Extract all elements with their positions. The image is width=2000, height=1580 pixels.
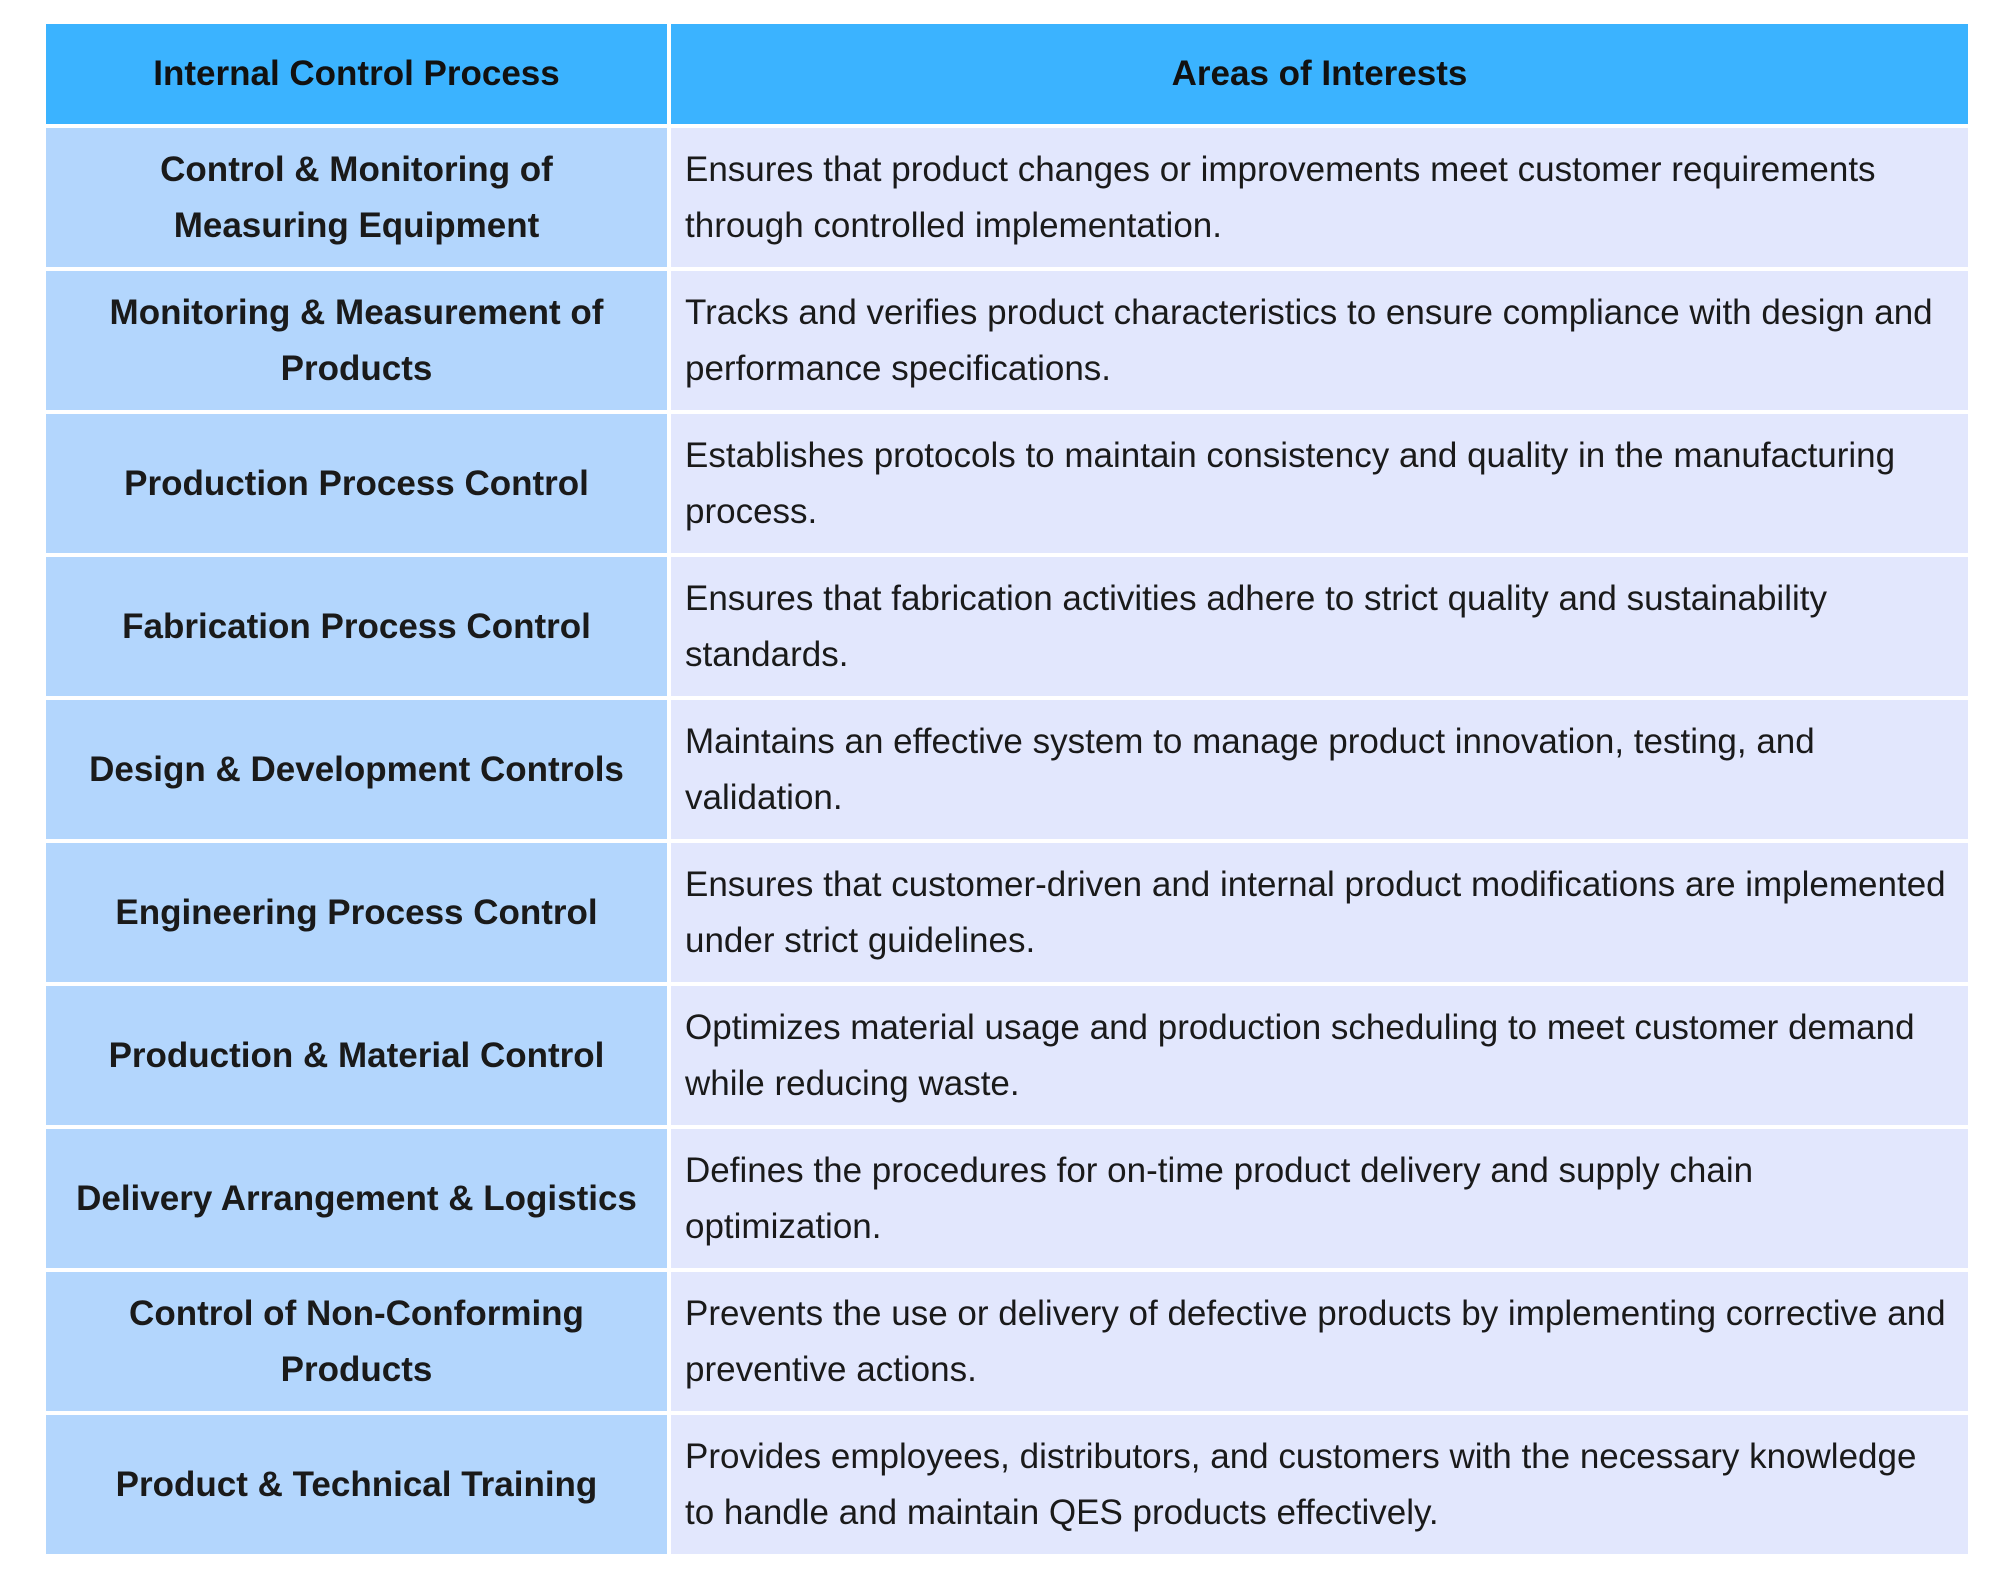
process-cell: Control of Non-Conforming Products bbox=[42, 1268, 671, 1415]
table-row: Product & Technical Training Provides em… bbox=[42, 1411, 1972, 1558]
table-row: Production Process Control Establishes p… bbox=[42, 410, 1972, 557]
process-cell: Monitoring & Measurement of Products bbox=[42, 267, 671, 414]
area-cell: Maintains an effective system to manage … bbox=[667, 696, 1972, 843]
table-row: Delivery Arrangement & Logistics Defines… bbox=[42, 1125, 1972, 1272]
process-cell: Product & Technical Training bbox=[42, 1411, 671, 1558]
area-cell: Ensures that customer-driven and interna… bbox=[667, 839, 1972, 986]
process-cell: Control & Monitoring of Measuring Equipm… bbox=[42, 124, 671, 271]
table-row: Control of Non-Conforming Products Preve… bbox=[42, 1268, 1972, 1415]
table-row: Fabrication Process Control Ensures that… bbox=[42, 553, 1972, 700]
table-row: Control & Monitoring of Measuring Equipm… bbox=[42, 124, 1972, 271]
header-row: Internal Control Process Areas of Intere… bbox=[42, 20, 1972, 128]
table-row: Design & Development Controls Maintains … bbox=[42, 696, 1972, 843]
table-header: Internal Control Process Areas of Intere… bbox=[42, 20, 1972, 128]
area-cell: Tracks and verifies product characterist… bbox=[667, 267, 1972, 414]
area-cell: Optimizes material usage and production … bbox=[667, 982, 1972, 1129]
area-cell: Prevents the use or delivery of defectiv… bbox=[667, 1268, 1972, 1415]
internal-control-table: Internal Control Process Areas of Intere… bbox=[42, 20, 1972, 1558]
process-cell: Fabrication Process Control bbox=[42, 553, 671, 700]
table-row: Production & Material Control Optimizes … bbox=[42, 982, 1972, 1129]
area-cell: Defines the procedures for on-time produ… bbox=[667, 1125, 1972, 1272]
process-cell: Delivery Arrangement & Logistics bbox=[42, 1125, 671, 1272]
area-cell: Establishes protocols to maintain consis… bbox=[667, 410, 1972, 557]
process-cell: Engineering Process Control bbox=[42, 839, 671, 986]
header-areas-of-interests: Areas of Interests bbox=[667, 20, 1972, 128]
area-cell: Ensures that product changes or improvem… bbox=[667, 124, 1972, 271]
process-cell: Design & Development Controls bbox=[42, 696, 671, 843]
table-body: Control & Monitoring of Measuring Equipm… bbox=[42, 124, 1972, 1558]
table-row: Engineering Process Control Ensures that… bbox=[42, 839, 1972, 986]
header-internal-control-process: Internal Control Process bbox=[42, 20, 671, 128]
area-cell: Ensures that fabrication activities adhe… bbox=[667, 553, 1972, 700]
table-row: Monitoring & Measurement of Products Tra… bbox=[42, 267, 1972, 414]
process-cell: Production Process Control bbox=[42, 410, 671, 557]
area-cell: Provides employees, distributors, and cu… bbox=[667, 1411, 1972, 1558]
process-cell: Production & Material Control bbox=[42, 982, 671, 1129]
